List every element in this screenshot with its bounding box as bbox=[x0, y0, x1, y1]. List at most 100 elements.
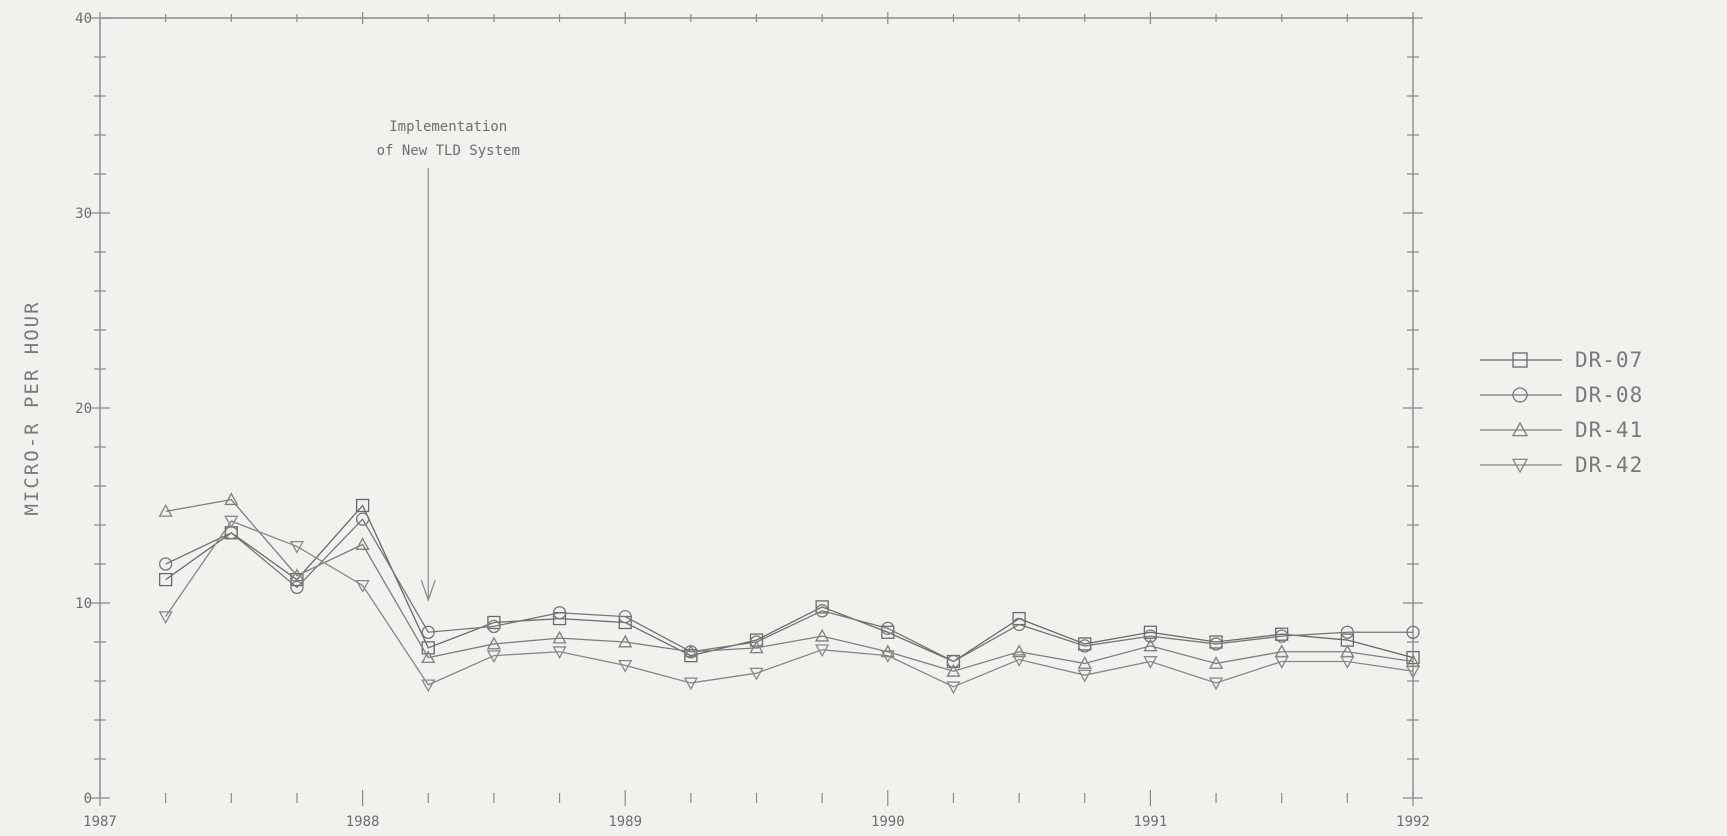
annotation-line-2: of New TLD System bbox=[377, 143, 520, 159]
legend-item-dr-08: DR-08 bbox=[1480, 383, 1643, 407]
legend-marker bbox=[1512, 352, 1528, 368]
data-point-dr-42 bbox=[618, 659, 633, 673]
data-point-dr-42 bbox=[355, 580, 370, 593]
data-point-dr-08 bbox=[1209, 637, 1223, 651]
data-point-dr-08 bbox=[946, 654, 961, 669]
data-point-dr-42 bbox=[289, 541, 305, 554]
series-line-dr-41 bbox=[165, 498, 1414, 672]
data-point-dr-42 bbox=[1011, 654, 1027, 667]
data-point-dr-41 bbox=[421, 650, 436, 664]
data-point-dr-08 bbox=[815, 604, 829, 618]
data-point-dr-07 bbox=[487, 615, 501, 630]
y-axis-ticks: 0 10 20 30 40 bbox=[75, 11, 1423, 807]
series-dr-08 bbox=[158, 512, 1420, 669]
data-point-dr-08 bbox=[1078, 639, 1092, 653]
data-point-dr-08 bbox=[355, 512, 370, 526]
legend-marker bbox=[1512, 387, 1528, 403]
annotation-line-1: Implementation bbox=[389, 119, 507, 135]
data-point-dr-41 bbox=[618, 634, 633, 648]
legend-label: DR-42 bbox=[1575, 453, 1643, 477]
data-point-dr-08 bbox=[1340, 625, 1354, 639]
data-point-dr-41 bbox=[355, 537, 370, 550]
legend-item-dr-41: DR-41 bbox=[1480, 418, 1643, 442]
axes bbox=[99, 17, 1414, 798]
data-point-dr-42 bbox=[158, 611, 173, 624]
data-point-dr-08 bbox=[1012, 617, 1026, 632]
data-point-dr-41 bbox=[1208, 656, 1224, 669]
data-point-dr-07 bbox=[881, 625, 895, 639]
data-point-dr-41 bbox=[683, 644, 698, 658]
series-line-dr-07 bbox=[165, 504, 1414, 663]
data-point-dr-41 bbox=[289, 568, 305, 582]
legend-item-dr-07: DR-07 bbox=[1480, 348, 1643, 372]
x-tick-label: 1987 bbox=[83, 814, 117, 830]
legend-label: DR-07 bbox=[1575, 348, 1643, 372]
annotation-arrow-head bbox=[420, 579, 436, 602]
data-point-dr-08 bbox=[881, 621, 895, 635]
data-point-dr-42 bbox=[749, 667, 764, 681]
data-point-dr-42 bbox=[1274, 656, 1289, 669]
data-point-dr-08 bbox=[487, 619, 501, 634]
data-point-dr-41 bbox=[1011, 644, 1027, 658]
legend-label: DR-08 bbox=[1575, 383, 1643, 407]
data-point-dr-41 bbox=[946, 663, 961, 677]
data-point-dr-07 bbox=[815, 600, 829, 614]
data-point-dr-08 bbox=[1406, 625, 1420, 639]
data-point-dr-42 bbox=[946, 681, 961, 695]
data-point-dr-42 bbox=[1340, 656, 1355, 669]
data-point-dr-41 bbox=[158, 504, 173, 517]
data-point-dr-41 bbox=[1143, 638, 1158, 652]
data-point-dr-42 bbox=[552, 646, 567, 660]
data-point-dr-41 bbox=[815, 628, 830, 642]
data-point-dr-42 bbox=[486, 650, 502, 663]
data-point-dr-42 bbox=[224, 515, 239, 529]
series-line-dr-08 bbox=[165, 518, 1413, 663]
x-tick-label: 1988 bbox=[346, 814, 380, 830]
data-point-dr-07 bbox=[158, 572, 173, 587]
x-tick-label: 1990 bbox=[871, 814, 905, 830]
series-dr-42 bbox=[158, 515, 1421, 695]
legend-label: DR-41 bbox=[1575, 418, 1643, 442]
y-tick-label: 10 bbox=[75, 596, 92, 612]
data-point-dr-07 bbox=[1406, 650, 1420, 665]
legend-marker bbox=[1511, 421, 1529, 437]
data-point-dr-07 bbox=[355, 498, 370, 513]
data-point-dr-42 bbox=[1208, 677, 1224, 691]
annotation-arrow bbox=[420, 168, 436, 602]
series-group bbox=[158, 492, 1421, 695]
data-point-dr-42 bbox=[421, 679, 436, 693]
data-point-dr-08 bbox=[421, 625, 435, 639]
y-tick-label: 0 bbox=[84, 791, 92, 807]
y-tick-label: 20 bbox=[75, 401, 92, 417]
data-point-dr-41 bbox=[552, 630, 567, 644]
data-point-dr-08 bbox=[158, 557, 173, 571]
data-point-dr-41 bbox=[224, 492, 239, 506]
annotation: Implementation of New TLD System bbox=[377, 119, 520, 602]
data-point-dr-08 bbox=[1143, 629, 1158, 643]
data-point-dr-08 bbox=[552, 606, 567, 620]
data-point-dr-41 bbox=[1077, 656, 1092, 669]
data-point-dr-41 bbox=[749, 640, 764, 654]
legend: DR-07 DR-08 DR-41 DR-42 bbox=[1480, 348, 1643, 477]
x-tick-label: 1991 bbox=[1134, 814, 1168, 830]
x-tick-label: 1992 bbox=[1396, 814, 1430, 830]
x-axis-ticks: 1987 1988 1989 1990 1991 1992 bbox=[83, 12, 1430, 830]
data-point-dr-42 bbox=[683, 677, 698, 691]
y-tick-label: 40 bbox=[75, 11, 92, 27]
data-point-dr-08 bbox=[1275, 629, 1289, 643]
data-point-dr-42 bbox=[1405, 665, 1421, 679]
data-point-dr-42 bbox=[1077, 669, 1092, 683]
data-point-dr-41 bbox=[486, 636, 502, 650]
data-point-dr-42 bbox=[880, 650, 895, 663]
legend-item-dr-42: DR-42 bbox=[1480, 453, 1643, 477]
data-point-dr-07 bbox=[1143, 625, 1158, 639]
data-point-dr-42 bbox=[815, 644, 830, 658]
data-point-dr-42 bbox=[1143, 656, 1158, 669]
x-tick-label: 1989 bbox=[608, 814, 642, 830]
legend-marker bbox=[1511, 458, 1529, 474]
series-line-dr-42 bbox=[165, 520, 1414, 688]
series-dr-41 bbox=[158, 492, 1421, 677]
data-point-dr-08 bbox=[618, 610, 632, 624]
data-point-dr-08 bbox=[290, 580, 304, 595]
